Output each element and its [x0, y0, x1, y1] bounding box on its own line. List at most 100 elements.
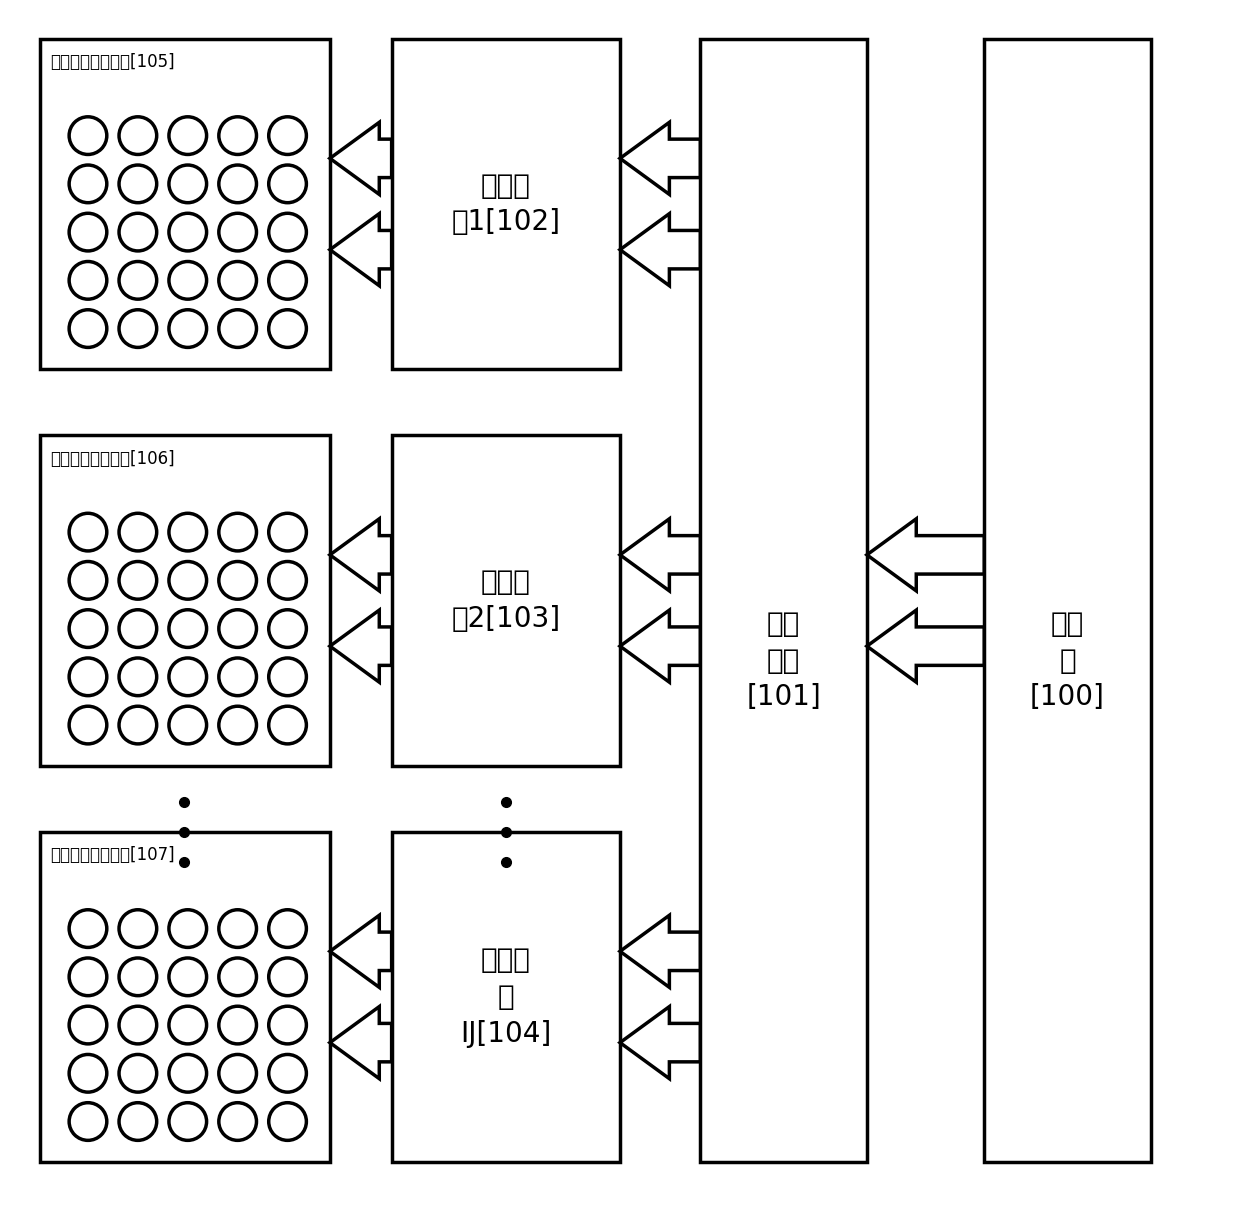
Polygon shape	[620, 915, 701, 987]
Ellipse shape	[119, 958, 156, 996]
Bar	[985, 39, 1151, 1162]
Ellipse shape	[218, 1007, 257, 1044]
Text: 上位
机
[100]: 上位 机 [100]	[1030, 610, 1105, 711]
Polygon shape	[330, 122, 392, 194]
Ellipse shape	[169, 262, 207, 299]
Ellipse shape	[119, 706, 156, 744]
Ellipse shape	[169, 1103, 207, 1141]
Text: 控制单
元2[103]: 控制单 元2[103]	[451, 568, 560, 632]
Ellipse shape	[119, 910, 156, 947]
Ellipse shape	[269, 513, 306, 550]
Ellipse shape	[69, 1055, 107, 1092]
Ellipse shape	[269, 658, 306, 695]
Ellipse shape	[218, 310, 257, 348]
Polygon shape	[867, 519, 985, 591]
Ellipse shape	[169, 513, 207, 550]
Bar	[392, 436, 620, 765]
Ellipse shape	[269, 214, 306, 251]
Ellipse shape	[169, 214, 207, 251]
Bar	[392, 832, 620, 1162]
Ellipse shape	[69, 214, 107, 251]
Ellipse shape	[169, 165, 207, 203]
Polygon shape	[620, 1007, 701, 1079]
Ellipse shape	[119, 1007, 156, 1044]
Ellipse shape	[218, 117, 257, 154]
Polygon shape	[867, 610, 985, 682]
Ellipse shape	[218, 165, 257, 203]
Ellipse shape	[218, 1055, 257, 1092]
Polygon shape	[620, 519, 701, 591]
Ellipse shape	[119, 117, 156, 154]
Ellipse shape	[119, 262, 156, 299]
Ellipse shape	[269, 117, 306, 154]
Ellipse shape	[169, 1055, 207, 1092]
Ellipse shape	[119, 310, 156, 348]
Ellipse shape	[218, 610, 257, 647]
Ellipse shape	[269, 1103, 306, 1141]
Text: 超声波传感器阵列[107]: 超声波传感器阵列[107]	[50, 846, 175, 864]
Bar	[701, 39, 867, 1162]
Ellipse shape	[119, 1103, 156, 1141]
Ellipse shape	[269, 1007, 306, 1044]
Bar	[40, 832, 330, 1162]
Ellipse shape	[269, 610, 306, 647]
Ellipse shape	[69, 561, 107, 599]
Ellipse shape	[119, 165, 156, 203]
Ellipse shape	[119, 214, 156, 251]
Ellipse shape	[169, 1007, 207, 1044]
Ellipse shape	[269, 1055, 306, 1092]
Ellipse shape	[269, 561, 306, 599]
Ellipse shape	[69, 1103, 107, 1141]
Text: 控制单
元
IJ[104]: 控制单 元 IJ[104]	[460, 946, 552, 1048]
Ellipse shape	[169, 706, 207, 744]
Ellipse shape	[69, 958, 107, 996]
Polygon shape	[620, 122, 701, 194]
Text: 超声波传感器阵列[105]: 超声波传感器阵列[105]	[50, 53, 175, 71]
Polygon shape	[330, 610, 392, 682]
Ellipse shape	[69, 610, 107, 647]
Ellipse shape	[269, 165, 306, 203]
Ellipse shape	[169, 310, 207, 348]
Ellipse shape	[218, 658, 257, 695]
Ellipse shape	[269, 958, 306, 996]
Ellipse shape	[218, 262, 257, 299]
Ellipse shape	[169, 658, 207, 695]
Ellipse shape	[169, 561, 207, 599]
Text: 控制单
元1[102]: 控制单 元1[102]	[451, 171, 560, 237]
Ellipse shape	[69, 1007, 107, 1044]
Text: 超声波传感器阵列[106]: 超声波传感器阵列[106]	[50, 450, 175, 468]
Ellipse shape	[69, 910, 107, 947]
Ellipse shape	[69, 117, 107, 154]
Ellipse shape	[218, 706, 257, 744]
Ellipse shape	[69, 165, 107, 203]
Ellipse shape	[269, 262, 306, 299]
Ellipse shape	[69, 706, 107, 744]
Polygon shape	[330, 915, 392, 987]
Ellipse shape	[269, 706, 306, 744]
Ellipse shape	[169, 610, 207, 647]
Ellipse shape	[169, 958, 207, 996]
Polygon shape	[620, 214, 701, 286]
Ellipse shape	[69, 310, 107, 348]
Ellipse shape	[69, 658, 107, 695]
Ellipse shape	[69, 262, 107, 299]
Polygon shape	[330, 519, 392, 591]
Polygon shape	[330, 214, 392, 286]
Bar	[40, 436, 330, 765]
Ellipse shape	[119, 610, 156, 647]
Polygon shape	[620, 610, 701, 682]
Ellipse shape	[169, 910, 207, 947]
Ellipse shape	[218, 214, 257, 251]
Ellipse shape	[119, 513, 156, 550]
Ellipse shape	[119, 561, 156, 599]
Ellipse shape	[218, 513, 257, 550]
Ellipse shape	[169, 117, 207, 154]
Ellipse shape	[119, 658, 156, 695]
Ellipse shape	[218, 1103, 257, 1141]
Bar	[40, 39, 330, 369]
Text: 计算
单元
[101]: 计算 单元 [101]	[746, 610, 821, 711]
Ellipse shape	[269, 910, 306, 947]
Ellipse shape	[269, 310, 306, 348]
Ellipse shape	[218, 958, 257, 996]
Ellipse shape	[69, 513, 107, 550]
